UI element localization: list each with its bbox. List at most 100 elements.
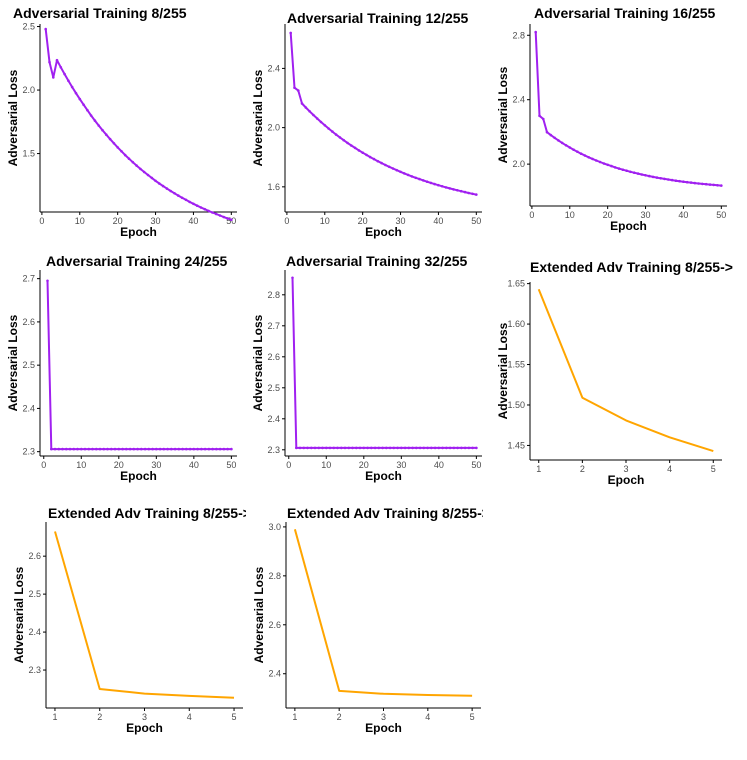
data-point bbox=[86, 108, 89, 112]
x-tick-label: 0 bbox=[286, 460, 291, 470]
data-point bbox=[636, 172, 640, 175]
y-tick-label: 1.50 bbox=[507, 400, 525, 410]
data-point bbox=[471, 192, 474, 196]
x-axis-label: Epoch bbox=[608, 473, 645, 487]
data-point bbox=[632, 171, 636, 174]
data-point bbox=[48, 60, 51, 64]
data-point bbox=[226, 447, 229, 451]
data-point bbox=[340, 446, 343, 450]
data-point bbox=[116, 146, 119, 149]
data-point bbox=[139, 167, 142, 171]
data-point bbox=[433, 446, 437, 450]
data-point bbox=[142, 170, 146, 174]
data-point bbox=[218, 447, 222, 451]
data-point bbox=[67, 79, 70, 82]
data-point bbox=[655, 176, 659, 179]
data-point bbox=[313, 446, 317, 450]
x-tick-label: 30 bbox=[641, 210, 651, 220]
x-tick-label: 20 bbox=[358, 216, 368, 226]
data-point bbox=[123, 153, 127, 157]
y-tick-label: 2.6 bbox=[267, 352, 280, 362]
data-point bbox=[128, 447, 132, 451]
data-point bbox=[74, 91, 78, 95]
x-tick-label: 20 bbox=[114, 460, 124, 470]
y-tick-label: 2.6 bbox=[28, 551, 41, 561]
data-point bbox=[366, 446, 369, 450]
data-point bbox=[218, 214, 222, 217]
data-point bbox=[441, 446, 444, 450]
data-point bbox=[297, 89, 300, 92]
data-point bbox=[319, 120, 323, 124]
data-point bbox=[291, 276, 294, 280]
data-point bbox=[414, 176, 418, 180]
data-point bbox=[52, 76, 55, 79]
y-tick-label: 1.60 bbox=[507, 319, 525, 329]
data-point bbox=[95, 447, 98, 451]
data-point bbox=[306, 446, 309, 450]
data-point bbox=[426, 446, 429, 450]
data-point bbox=[82, 103, 85, 106]
y-tick-label: 2.4 bbox=[512, 95, 525, 105]
data-point bbox=[400, 446, 403, 450]
chart-panel-2: Adversarial Training 12/255 0 10 20 30 40 50 1.… bbox=[251, 10, 482, 239]
data-point bbox=[65, 447, 68, 451]
y-tick-label: 1.65 bbox=[507, 279, 525, 289]
chart-title: Adversarial Training 8/255 bbox=[13, 5, 187, 21]
data-point bbox=[199, 206, 203, 209]
chart-panel-1: Adversarial Training 8/255 0 10 20 30 40 50 1.5… bbox=[6, 5, 237, 239]
data-point bbox=[203, 447, 207, 451]
x-tick-label: 1 bbox=[536, 464, 541, 474]
y-axis-label: Adversarial Loss bbox=[252, 566, 266, 663]
data-point bbox=[106, 447, 109, 451]
data-point bbox=[720, 184, 723, 187]
y-tick-label: 2.0 bbox=[512, 159, 525, 169]
data-point bbox=[701, 182, 704, 186]
data-point bbox=[425, 180, 429, 183]
data-point bbox=[403, 172, 406, 175]
data-point bbox=[467, 446, 471, 450]
data-point bbox=[433, 182, 436, 186]
data-point bbox=[78, 97, 82, 101]
x-tick-label: 0 bbox=[41, 460, 46, 470]
x-tick-label: 20 bbox=[113, 216, 123, 226]
data-point bbox=[61, 447, 64, 451]
data-point bbox=[336, 446, 339, 450]
data-point bbox=[602, 162, 606, 165]
data-point bbox=[418, 446, 422, 450]
x-tick-label: 20 bbox=[359, 460, 369, 470]
data-point bbox=[59, 66, 63, 69]
x-tick-label: 50 bbox=[471, 216, 481, 226]
data-point bbox=[361, 151, 365, 154]
data-point bbox=[385, 446, 388, 450]
data-point bbox=[121, 447, 124, 451]
y-axis-label: Adversarial Loss bbox=[12, 566, 26, 663]
data-point bbox=[380, 161, 383, 165]
data-point bbox=[327, 127, 330, 130]
x-tick-label: 10 bbox=[565, 210, 575, 220]
data-point bbox=[667, 178, 670, 181]
data-point bbox=[538, 114, 541, 118]
data-point bbox=[298, 446, 302, 450]
data-point bbox=[463, 190, 467, 194]
data-point bbox=[334, 133, 338, 136]
data-point bbox=[712, 183, 715, 187]
data-point bbox=[545, 130, 549, 134]
data-point bbox=[44, 27, 47, 31]
data-point bbox=[310, 446, 313, 450]
data-point bbox=[395, 168, 399, 172]
chart-panel-6: Extended Adv Training 8/255->16/255 1 2 3 4 5… bbox=[496, 259, 733, 487]
data-point bbox=[196, 447, 199, 451]
data-point bbox=[181, 447, 184, 451]
data-point bbox=[57, 447, 61, 451]
x-tick-label: 2 bbox=[97, 712, 102, 722]
series-line bbox=[537, 288, 714, 453]
data-point bbox=[422, 446, 426, 450]
data-point bbox=[147, 447, 151, 451]
data-point bbox=[437, 183, 440, 187]
data-point bbox=[370, 446, 373, 450]
data-point bbox=[230, 447, 233, 451]
data-point bbox=[203, 207, 207, 211]
data-point bbox=[553, 136, 556, 140]
data-point bbox=[215, 447, 218, 451]
data-point bbox=[166, 447, 169, 451]
